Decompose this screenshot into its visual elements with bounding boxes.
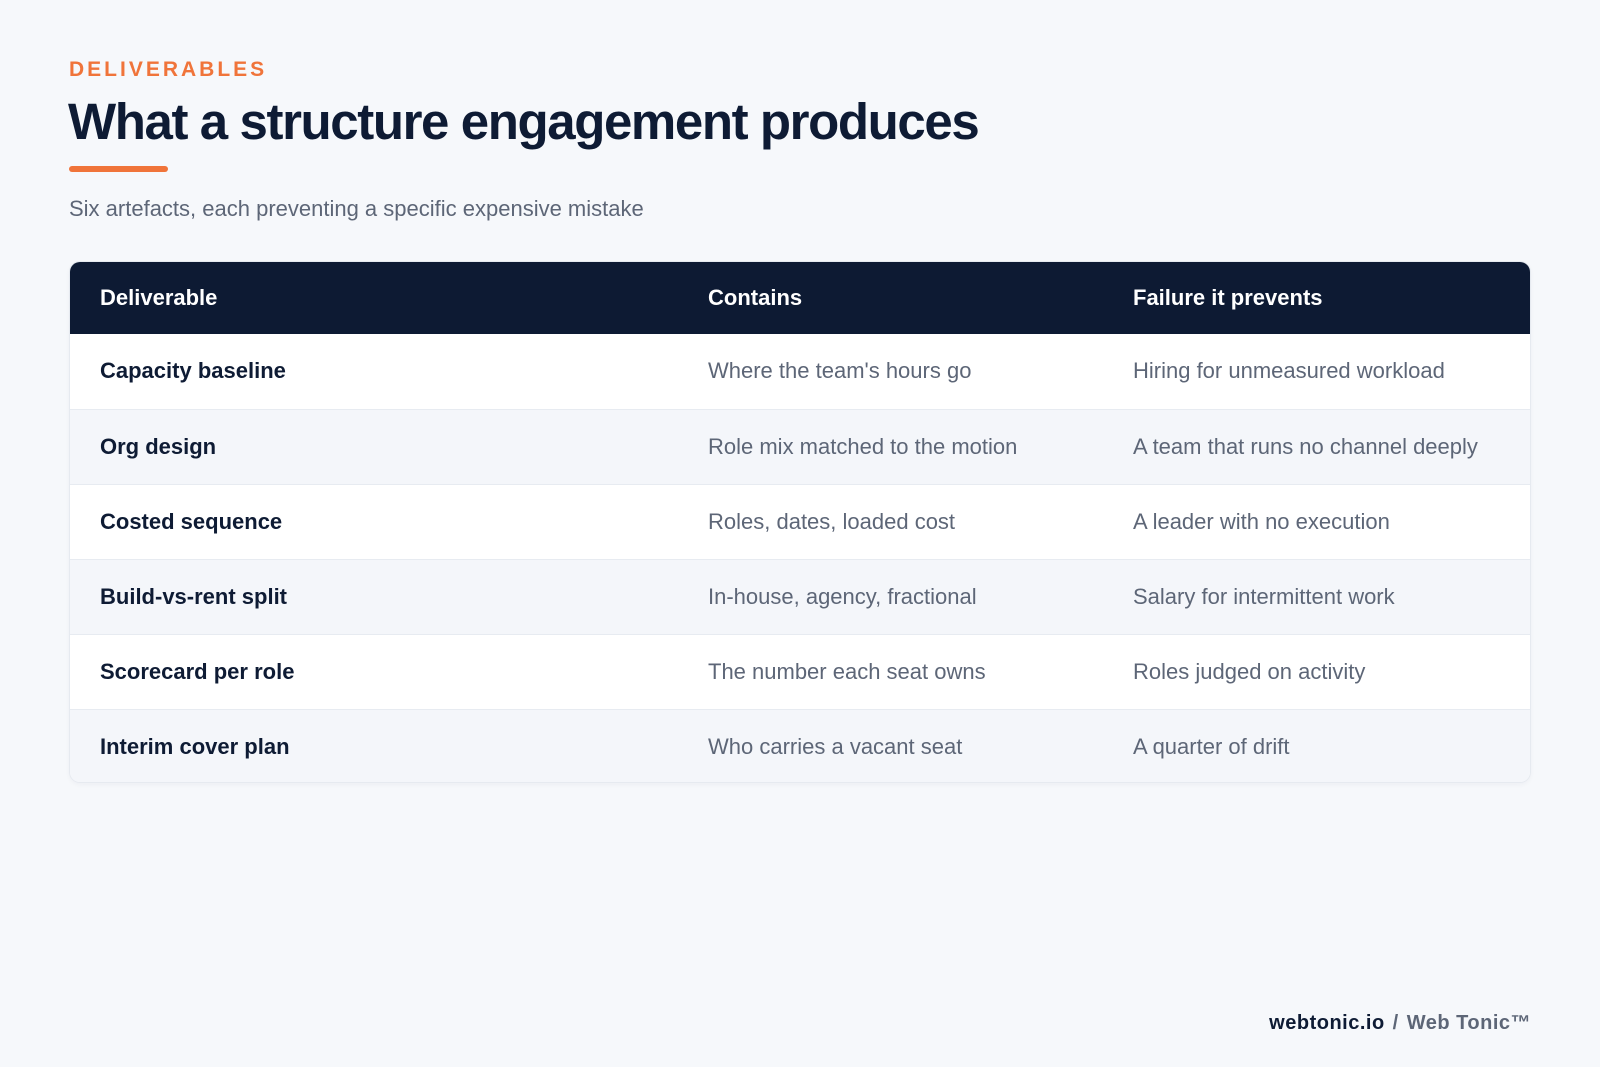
- section-eyebrow: DELIVERABLES: [69, 58, 268, 81]
- deliverable-cell: Org design: [100, 433, 217, 459]
- prevents-cell: A quarter of drift: [1133, 733, 1290, 759]
- deliverable-cell: Scorecard per role: [100, 658, 295, 684]
- footer-credit: webtonic.io / Web Tonic™: [1269, 1012, 1531, 1035]
- footer-domain: webtonic.io: [1269, 1012, 1385, 1034]
- table-row: Scorecard per role The number each seat …: [70, 634, 1530, 709]
- column-header-deliverable: Deliverable: [100, 285, 218, 310]
- contains-cell: The number each seat owns: [708, 658, 986, 684]
- prevents-cell: Hiring for unmeasured workload: [1133, 358, 1445, 384]
- table-row: Org design Role mix matched to the motio…: [70, 409, 1530, 484]
- contains-cell: Role mix matched to the motion: [708, 433, 1018, 459]
- prevents-cell: A team that runs no channel deeply: [1133, 433, 1478, 459]
- table-body: Capacity baseline Where the team's hours…: [70, 334, 1530, 782]
- prevents-cell: Salary for intermittent work: [1133, 583, 1395, 609]
- footer-separator: /: [1392, 1012, 1399, 1034]
- title-accent-bar: [69, 166, 168, 172]
- contains-cell: Who carries a vacant seat: [708, 733, 963, 759]
- deliverable-cell: Interim cover plan: [100, 733, 290, 759]
- table-header: Deliverable Contains Failure it prevents: [70, 262, 1530, 334]
- table-row: Build-vs-rent split In-house, agency, fr…: [70, 559, 1530, 634]
- table-row: Costed sequence Roles, dates, loaded cos…: [70, 484, 1530, 559]
- deliverables-table-card: Deliverable Contains Failure it prevents…: [70, 262, 1530, 782]
- deliverables-table: Deliverable Contains Failure it prevents…: [70, 262, 1530, 782]
- deliverable-cell: Costed sequence: [100, 508, 283, 534]
- table-row: Capacity baseline Where the team's hours…: [70, 334, 1530, 409]
- page-title: What a structure engagement produces: [68, 93, 980, 150]
- column-header-prevents: Failure it prevents: [1133, 285, 1323, 310]
- footer-brand: Web Tonic™: [1406, 1012, 1531, 1034]
- prevents-cell: Roles judged on activity: [1133, 658, 1366, 684]
- page-subtitle: Six artefacts, each preventing a specifi…: [69, 196, 644, 221]
- table-row: Interim cover plan Who carries a vacant …: [70, 709, 1530, 782]
- column-header-contains: Contains: [708, 285, 803, 310]
- deliverable-cell: Build-vs-rent split: [100, 583, 288, 609]
- contains-cell: Where the team's hours go: [708, 358, 972, 384]
- deliverable-cell: Capacity baseline: [100, 358, 286, 384]
- contains-cell: In-house, agency, fractional: [708, 583, 977, 609]
- contains-cell: Roles, dates, loaded cost: [708, 508, 956, 534]
- table-header-row: Deliverable Contains Failure it prevents: [70, 262, 1530, 334]
- prevents-cell: A leader with no execution: [1133, 508, 1390, 534]
